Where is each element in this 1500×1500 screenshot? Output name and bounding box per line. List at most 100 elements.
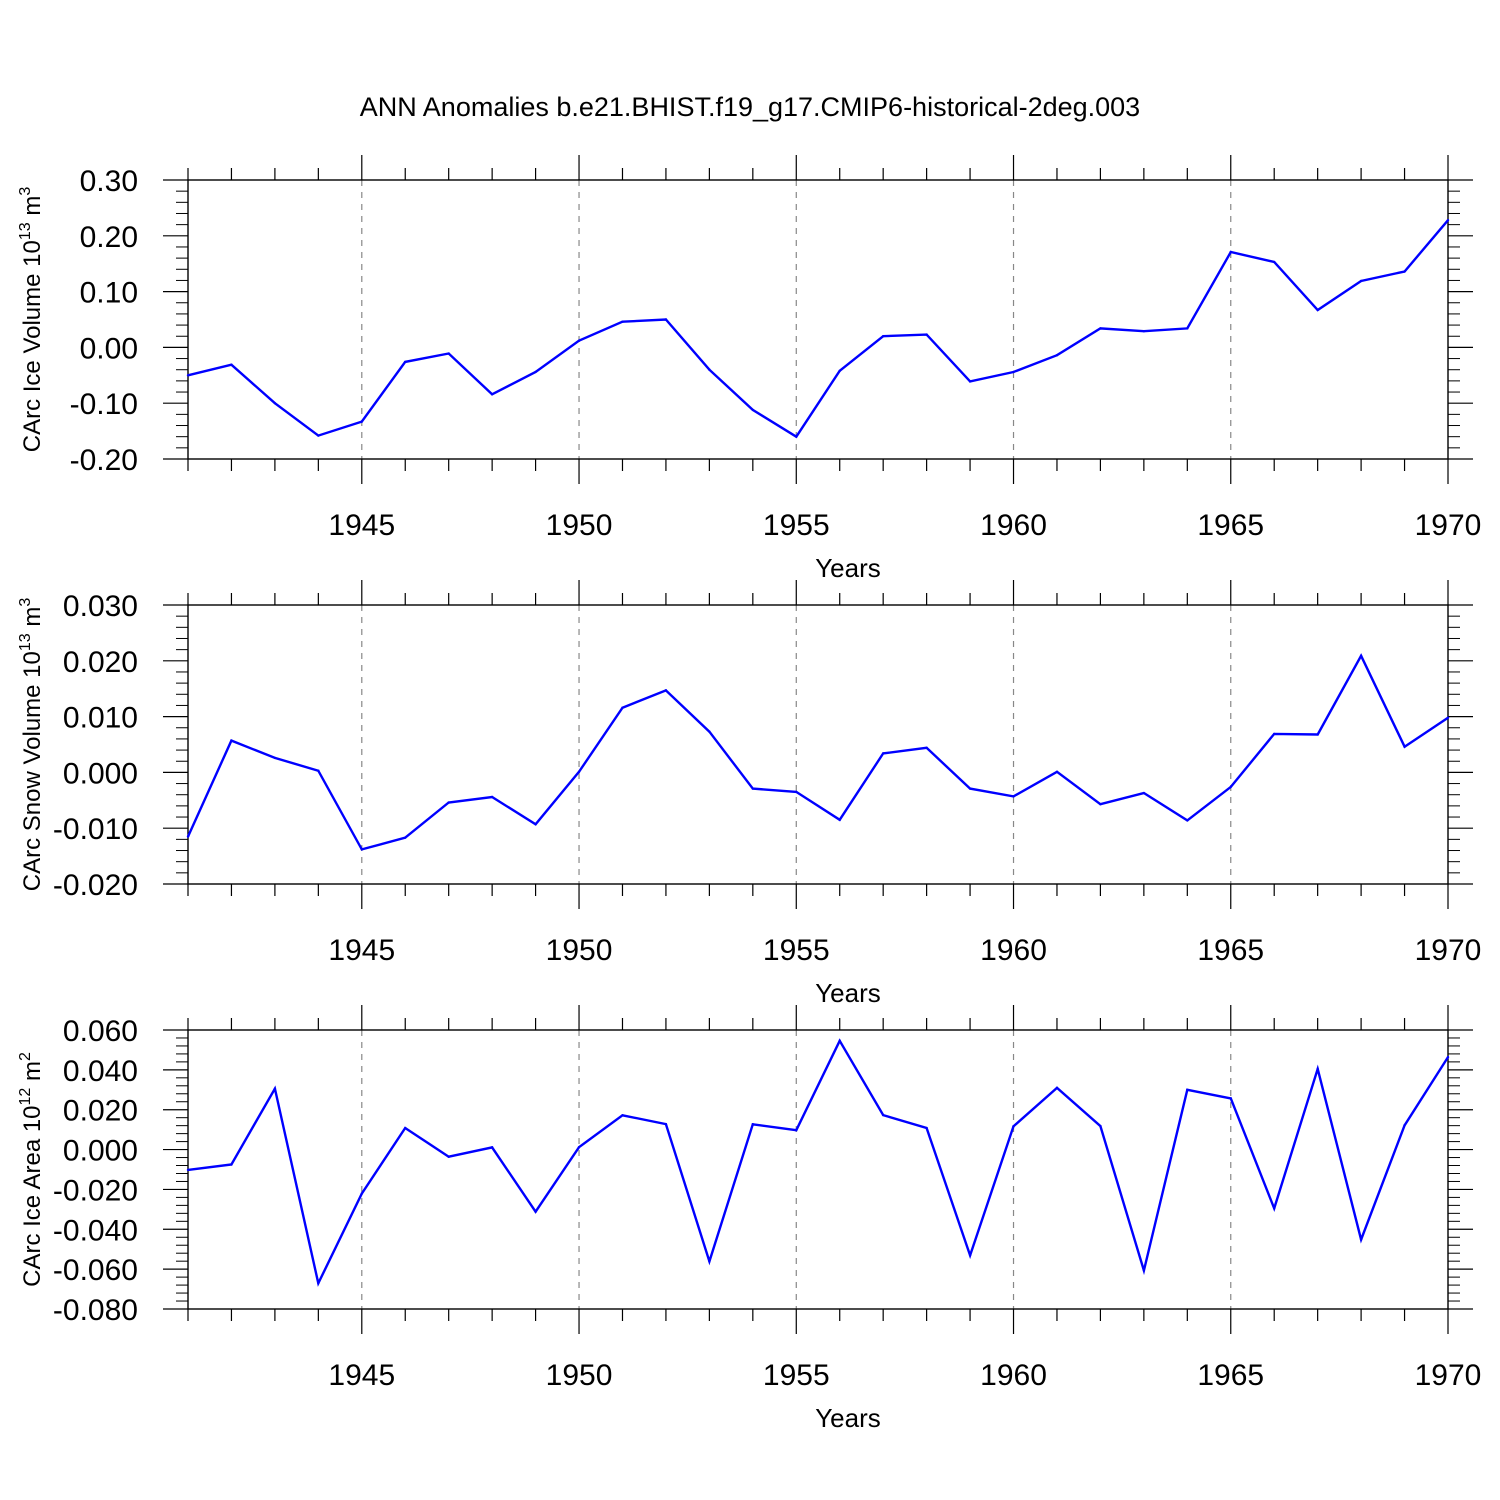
data-point [1012,795,1015,798]
x-tick-label: 1950 [546,1359,613,1392]
data-point [751,408,755,412]
y-tick-label: 0.060 [63,1015,138,1048]
data-point [404,836,407,839]
data-point [751,1123,755,1126]
data-point [1403,270,1406,273]
data-point [1229,1097,1232,1100]
y-tick-label: -0.20 [70,444,138,477]
x-tick-label: 1970 [1415,934,1482,967]
data-point [621,1114,624,1117]
data-point [317,1282,320,1285]
data-point [881,752,885,755]
y-axis-title: CArc Ice Area 1012 m2 [17,1052,46,1287]
data-point [1142,330,1146,333]
data-point [664,689,668,692]
data-point [230,739,233,742]
data-point [1316,733,1319,736]
data-point [230,1163,233,1166]
y-axis-title: CArc Snow Volume 1013 m3 [17,598,46,892]
data-point [317,769,320,772]
series-line [186,653,1449,851]
data-point [1186,1088,1189,1091]
data-point [1099,803,1102,806]
data-point [490,393,494,396]
data-point [881,335,885,338]
data-point [751,787,755,790]
data-point [534,823,537,826]
y-tick-label: -0.020 [53,869,138,902]
x-tick-label: 1965 [1197,1359,1264,1392]
chart-title: ANN Anomalies b.e21.BHIST.f19_g17.CMIP6-… [360,92,1140,122]
y-tick-label: -0.060 [53,1254,138,1287]
data-point [621,706,624,709]
data-point [795,1129,798,1132]
x-tick-label: 1945 [328,934,395,967]
data-point [1359,1238,1363,1241]
y-tick-label: -0.040 [53,1214,138,1247]
y-tick-label: 0.020 [63,1095,138,1128]
data-point [968,1254,972,1257]
y-tick-label: 0.20 [80,221,138,254]
data-point [708,730,711,733]
panel-3: -0.080 -0.060 -0.040 -0.020 0.000 0.020 0.040 0… [17,1005,1481,1433]
data-point [1055,1086,1059,1089]
data-point [925,333,928,336]
data-point [925,746,928,750]
y-tick-label: 0.30 [80,165,138,198]
y-tick-label: 0.030 [63,590,138,623]
y-tick-label: 0.010 [63,702,138,735]
y-tick-label: 0.00 [80,332,138,365]
data-point [1012,370,1015,374]
data-point [1359,654,1363,657]
data-point [1446,716,1450,719]
x-tick-label: 1950 [546,934,613,967]
data-point [577,339,581,342]
data-point [1446,218,1450,222]
data-point [404,360,407,364]
data-point [1186,819,1189,822]
data-point [1142,1269,1146,1272]
data-point [186,374,190,377]
data-point [621,320,624,323]
x-tick-label: 1970 [1415,509,1482,542]
data-point [360,1192,363,1195]
y-axis-title: CArc Ice Volume 1013 m3 [17,187,46,453]
data-point [186,835,190,838]
data-point [838,1039,841,1042]
x-tick-label: 1955 [763,1359,830,1392]
y-tick-label: 0.000 [63,1135,138,1168]
data-point [1359,279,1363,283]
data-point [708,1260,711,1263]
data-point [708,368,711,371]
data-point [577,770,581,774]
y-tick-label: -0.10 [70,388,138,421]
series-line [187,219,1449,439]
data-point [1316,308,1319,312]
x-tick-label: 1970 [1415,1359,1482,1392]
x-tick-label: 1950 [546,509,613,542]
x-tick-label: 1945 [328,509,395,542]
data-point [1316,1067,1319,1071]
plot-frame [187,179,1449,460]
data-point [1446,1055,1450,1059]
series-line [187,1038,1450,1287]
x-axis-title: Years [815,553,881,583]
data-point [1273,732,1276,736]
data-point [447,352,450,355]
data-point [1012,1125,1015,1128]
data-point [968,787,972,790]
data-point [1229,785,1232,789]
panel-2: -0.020 -0.010 0.000 0.010 0.020 0.030 1945 1950… [17,580,1481,1008]
data-point [838,369,841,373]
x-tick-label: 1960 [980,934,1047,967]
data-point [795,435,798,438]
data-point [1055,354,1059,357]
data-point [664,1122,668,1126]
y-tick-label: 0.020 [63,646,138,679]
x-axis-title: Years [815,1403,881,1433]
data-point [1186,327,1189,330]
data-point [317,434,320,437]
data-point [273,756,277,760]
data-point [664,318,668,321]
